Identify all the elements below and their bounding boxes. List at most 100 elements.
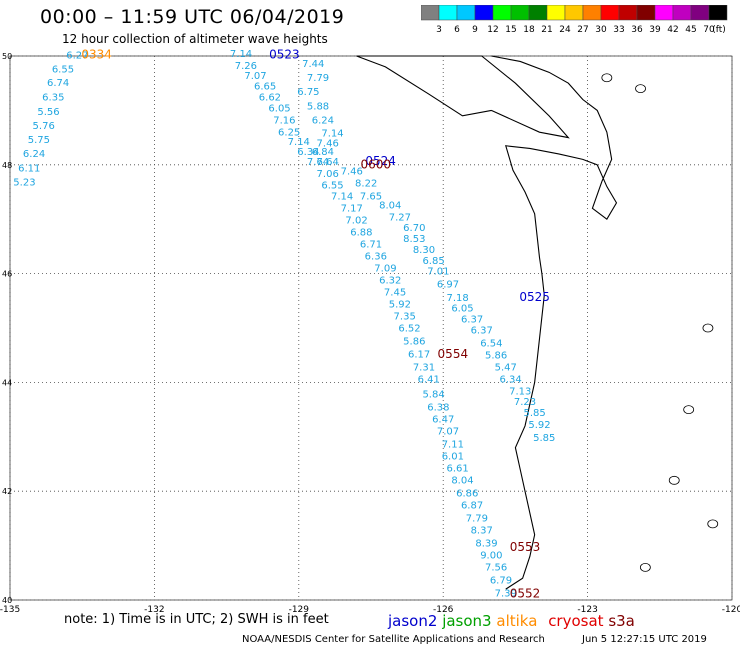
swh-value-label: 6.27 bbox=[66, 51, 88, 62]
swh-value-label: 5.56 bbox=[37, 107, 59, 118]
swh-value-label: 6.52 bbox=[398, 323, 420, 334]
swh-value-label: 5.92 bbox=[389, 299, 411, 310]
swh-value-label: 7.14 bbox=[331, 192, 353, 203]
swh-value-label: 6.24 bbox=[312, 115, 334, 126]
swh-value-label: 8.37 bbox=[471, 526, 493, 537]
swh-value-label: 7.46 bbox=[317, 138, 339, 149]
lat-tick-label: 40 bbox=[2, 596, 12, 605]
satellite-legend-item: cryosat bbox=[548, 612, 604, 630]
swh-value-label: 5.76 bbox=[33, 121, 55, 132]
lake-outline bbox=[639, 562, 651, 572]
pass-time-label: 0554 bbox=[438, 347, 469, 361]
swh-value-label: 7.39 bbox=[495, 589, 517, 600]
swh-value-label: 6.05 bbox=[451, 304, 473, 315]
legend-unit: (ft) bbox=[712, 25, 726, 35]
lake-outline bbox=[601, 73, 613, 83]
pass-time-label: 0525 bbox=[519, 290, 550, 304]
swh-value-label: 7.13 bbox=[509, 386, 531, 397]
swh-value-label: 5.23 bbox=[13, 177, 35, 188]
note-text: note: 1) Time is in UTC; 2) SWH is in fe… bbox=[64, 612, 329, 627]
legend-tick-label: 70 bbox=[703, 25, 715, 35]
swh-value-label: 6.88 bbox=[350, 228, 372, 239]
page-title: 00:00 – 11:59 UTC 06/04/2019 bbox=[40, 6, 345, 28]
swh-value-label: 6.55 bbox=[52, 64, 74, 75]
swh-value-label: 6.37 bbox=[471, 325, 493, 336]
swh-value-label: 6.35 bbox=[42, 93, 64, 104]
swh-value-label: 7.16 bbox=[273, 115, 295, 126]
swh-value-label: 6.11 bbox=[18, 163, 40, 174]
swh-value-label: 6.32 bbox=[379, 275, 401, 286]
page-subtitle: 12 hour collection of altimeter wave hei… bbox=[62, 32, 328, 46]
swh-value-label: 5.92 bbox=[528, 420, 550, 431]
swh-value-label: 5.86 bbox=[485, 350, 507, 361]
swh-value-label: 7.26 bbox=[235, 61, 257, 72]
swh-value-label: 6.36 bbox=[365, 251, 387, 262]
lat-tick-label: 44 bbox=[2, 378, 12, 387]
legend-tick-label: 18 bbox=[523, 25, 535, 35]
swh-value-label: 6.24 bbox=[23, 149, 45, 160]
swh-value-label: 5.85 bbox=[533, 433, 555, 444]
legend-tick-label: 24 bbox=[559, 25, 571, 35]
swh-value-label: 6.37 bbox=[461, 315, 483, 326]
swh-value-label: 7.31 bbox=[413, 362, 435, 373]
satellite-legend-item: altika bbox=[496, 612, 538, 630]
swh-value-label: 5.75 bbox=[28, 135, 50, 146]
footer-timestamp: Jun 5 12:27:15 UTC 2019 bbox=[582, 634, 707, 645]
swh-value-label: 6.75 bbox=[297, 87, 319, 98]
swh-value-label: 7.06 bbox=[317, 169, 339, 180]
coastline bbox=[491, 55, 618, 590]
lake-outline bbox=[707, 519, 719, 529]
swh-value-label: 7.07 bbox=[244, 71, 266, 82]
map-frame bbox=[9, 55, 733, 601]
swh-value-label: 7.09 bbox=[374, 263, 396, 274]
legend-tick-label: 39 bbox=[649, 25, 661, 35]
swh-value-label: 8.30 bbox=[413, 245, 435, 256]
swh-value-label: 7.01 bbox=[427, 267, 449, 278]
pass-time-label: 0552 bbox=[510, 586, 541, 600]
color-scale-legend: 3 6 9 12 15 18 21 24 27 30 33 36 39 42 45 70(ft) bbox=[421, 5, 728, 35]
lon-tick-label: -135 bbox=[0, 605, 20, 615]
swh-value-label: 6.65 bbox=[254, 82, 276, 93]
swh-value-label: 9.00 bbox=[480, 551, 502, 562]
legend-tick-label: 27 bbox=[577, 25, 588, 35]
lat-tick-label: 46 bbox=[2, 270, 12, 279]
swh-value-label: 5.85 bbox=[524, 408, 546, 419]
lake-outline bbox=[702, 323, 714, 333]
swh-value-label: 6.61 bbox=[447, 464, 469, 475]
swh-value-label: 8.04 bbox=[379, 200, 401, 211]
legend-tick-label: 6 bbox=[454, 25, 460, 35]
swh-value-label: 7.64 bbox=[307, 157, 329, 168]
swh-value-label: 6.01 bbox=[442, 452, 464, 463]
legend-swatch bbox=[708, 5, 728, 21]
vancouver-island-outline bbox=[356, 55, 570, 139]
swh-value-label: 6.41 bbox=[418, 374, 440, 385]
swh-value-label: 6.34 bbox=[297, 147, 319, 158]
swh-value-label: 7.65 bbox=[360, 192, 382, 203]
swh-value-label: 8.22 bbox=[355, 179, 377, 190]
legend-tick-label: 33 bbox=[613, 25, 624, 35]
satellite-legend: jason2 jason3 altika cryosat s3a bbox=[388, 612, 635, 630]
swh-value-label: 6.05 bbox=[268, 103, 290, 114]
legend-tick-label: 21 bbox=[541, 25, 552, 35]
lon-tick-label: -123 bbox=[577, 605, 597, 615]
pass-time-label: 0553 bbox=[510, 540, 541, 554]
swh-value-label: 7.11 bbox=[442, 440, 464, 451]
swh-value-label: 7.02 bbox=[345, 216, 367, 227]
legend-tick-label: 36 bbox=[631, 25, 643, 35]
swh-value-label: 7.44 bbox=[302, 59, 324, 70]
swh-value-label: 6.17 bbox=[408, 349, 430, 360]
swh-value-label: 7.45 bbox=[384, 287, 406, 298]
swh-value-label: 5.47 bbox=[495, 362, 517, 373]
swh-value-label: 6.62 bbox=[259, 93, 281, 104]
legend-tick-label: 45 bbox=[685, 25, 696, 35]
satellite-legend-item: jason3 bbox=[442, 612, 492, 630]
pass-time-label: 0334 bbox=[81, 48, 112, 62]
swh-value-label: 6.71 bbox=[360, 239, 382, 250]
lat-tick-label: 48 bbox=[2, 161, 12, 170]
legend-tick-label: 30 bbox=[595, 25, 607, 35]
footer-credit: NOAA/NESDIS Center for Satellite Applica… bbox=[242, 634, 545, 645]
swh-value-label: 7.46 bbox=[341, 167, 363, 178]
lon-tick-label: -120 bbox=[722, 605, 740, 615]
lake-outline bbox=[668, 475, 680, 485]
pass-time-label: 0600 bbox=[361, 158, 392, 172]
